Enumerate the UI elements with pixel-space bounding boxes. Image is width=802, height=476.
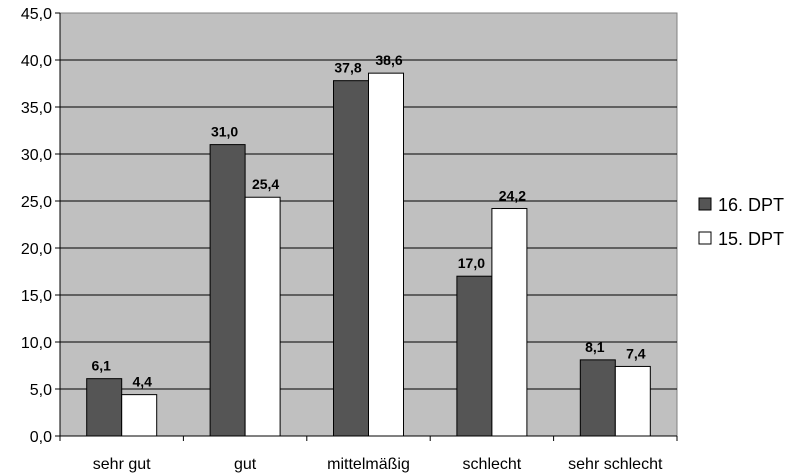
data-label: 6,1 bbox=[91, 358, 111, 374]
bar-series1 bbox=[579, 359, 616, 437]
y-tick-label: 15,0 bbox=[21, 288, 52, 305]
legend-label: 16. DPT bbox=[718, 195, 784, 215]
x-tick-label: mittelmäßig bbox=[327, 456, 410, 473]
data-label: 31,0 bbox=[211, 124, 238, 140]
x-tick-label: schlecht bbox=[463, 456, 522, 473]
data-label: 17,0 bbox=[458, 255, 485, 271]
x-axis: sehr gut gut mittelmäßig schlecht sehr schle… bbox=[59, 435, 678, 473]
data-label: 37,8 bbox=[334, 60, 361, 76]
bar-series2 bbox=[368, 72, 404, 437]
data-label: 7,4 bbox=[626, 345, 646, 361]
bar-series1 bbox=[209, 144, 246, 437]
legend-label: 15. DPT bbox=[718, 229, 784, 249]
y-tick-label: 30,0 bbox=[21, 147, 52, 164]
y-tick-label: 10,0 bbox=[21, 335, 52, 352]
bar-series2 bbox=[491, 208, 528, 437]
x-tick-label: sehr gut bbox=[93, 456, 151, 473]
legend-swatch bbox=[698, 231, 712, 245]
bars bbox=[86, 72, 651, 437]
y-axis: 0,0 5,0 10,0 15,0 20,0 25,0 30,0 35,0 40,0 45,0 bbox=[21, 6, 61, 446]
data-label: 25,4 bbox=[252, 176, 279, 192]
bar-series1 bbox=[86, 378, 123, 437]
y-tick-label: 20,0 bbox=[21, 241, 52, 258]
x-tick-label: gut bbox=[234, 456, 257, 473]
bar-series2 bbox=[614, 365, 651, 437]
y-tick-label: 35,0 bbox=[21, 100, 52, 117]
data-label: 4,4 bbox=[132, 374, 152, 390]
bar-series2 bbox=[121, 394, 158, 437]
data-label: 8,1 bbox=[585, 339, 605, 355]
data-label: 24,2 bbox=[499, 188, 526, 204]
y-tick-label: 45,0 bbox=[21, 6, 52, 23]
legend-swatch bbox=[698, 197, 712, 211]
bar-series2 bbox=[244, 196, 281, 437]
y-tick-label: 40,0 bbox=[21, 53, 52, 70]
data-label: 38,6 bbox=[375, 52, 402, 68]
y-tick-label: 5,0 bbox=[30, 382, 52, 399]
legend: 16. DPT 15. DPT bbox=[698, 195, 784, 249]
x-tick-label: sehr schlecht bbox=[568, 456, 663, 473]
bar-series1 bbox=[333, 80, 369, 437]
bar-series1 bbox=[456, 275, 493, 437]
data-labels: 6,1 4,4 31,0 25,4 37,8 38,6 17,0 24,2 8,1 7,4 bbox=[91, 52, 645, 389]
y-tick-label: 25,0 bbox=[21, 194, 52, 211]
y-tick-label: 0,0 bbox=[30, 429, 52, 446]
